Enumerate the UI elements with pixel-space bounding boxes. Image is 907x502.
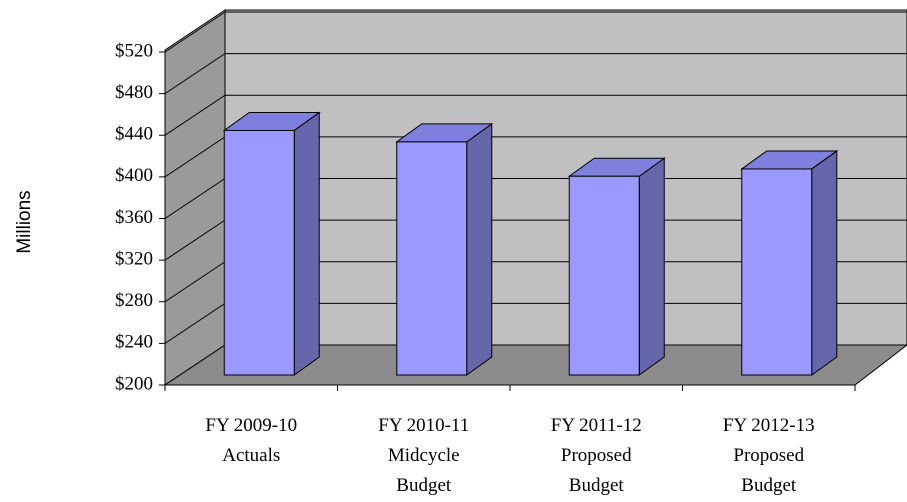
grid-line — [164, 11, 226, 53]
grid-line — [164, 53, 226, 95]
floor — [163, 344, 907, 386]
grid-line — [164, 302, 226, 344]
grid-line — [164, 136, 226, 178]
x-tick-label: Budget — [741, 475, 797, 496]
y-tick-label: $440 — [115, 124, 153, 145]
x-tick-label: Midcycle — [388, 445, 460, 466]
x-tick-label: Proposed — [733, 445, 804, 466]
bar — [741, 168, 813, 376]
grid-line — [164, 178, 226, 219]
y-tick-label: $360 — [115, 207, 153, 228]
y-tick-label: $280 — [115, 290, 153, 311]
y-tick-label: $320 — [115, 248, 153, 269]
x-tick-label: FY 2011-12 — [551, 415, 642, 436]
bar — [396, 141, 468, 376]
y-tick-label: $520 — [115, 40, 153, 61]
bar-side — [638, 157, 665, 376]
x-tick-label: Actuals — [222, 445, 280, 466]
bar-side — [811, 149, 838, 376]
x-tick-label: FY 2010-11 — [378, 415, 469, 436]
left-wall — [164, 9, 226, 386]
bar — [223, 129, 295, 376]
y-axis-label: Millions — [14, 190, 35, 253]
grid-line — [164, 219, 226, 261]
bar-side — [293, 111, 320, 376]
bar — [568, 175, 640, 376]
x-tick-label: Budget — [396, 475, 452, 496]
bar-side — [466, 122, 493, 376]
x-tick-label: FY 2009-10 — [205, 415, 297, 436]
x-tick-label: Proposed — [561, 445, 632, 466]
grid-line — [164, 261, 226, 303]
grid-line — [164, 94, 226, 136]
y-tick-label: $200 — [115, 373, 153, 394]
y-tick-label: $240 — [115, 332, 153, 353]
y-tick-label: $480 — [115, 82, 153, 103]
y-tick-label: $400 — [115, 165, 153, 186]
x-tick-label: FY 2012-13 — [723, 415, 815, 436]
x-tick-label: Budget — [569, 475, 625, 496]
